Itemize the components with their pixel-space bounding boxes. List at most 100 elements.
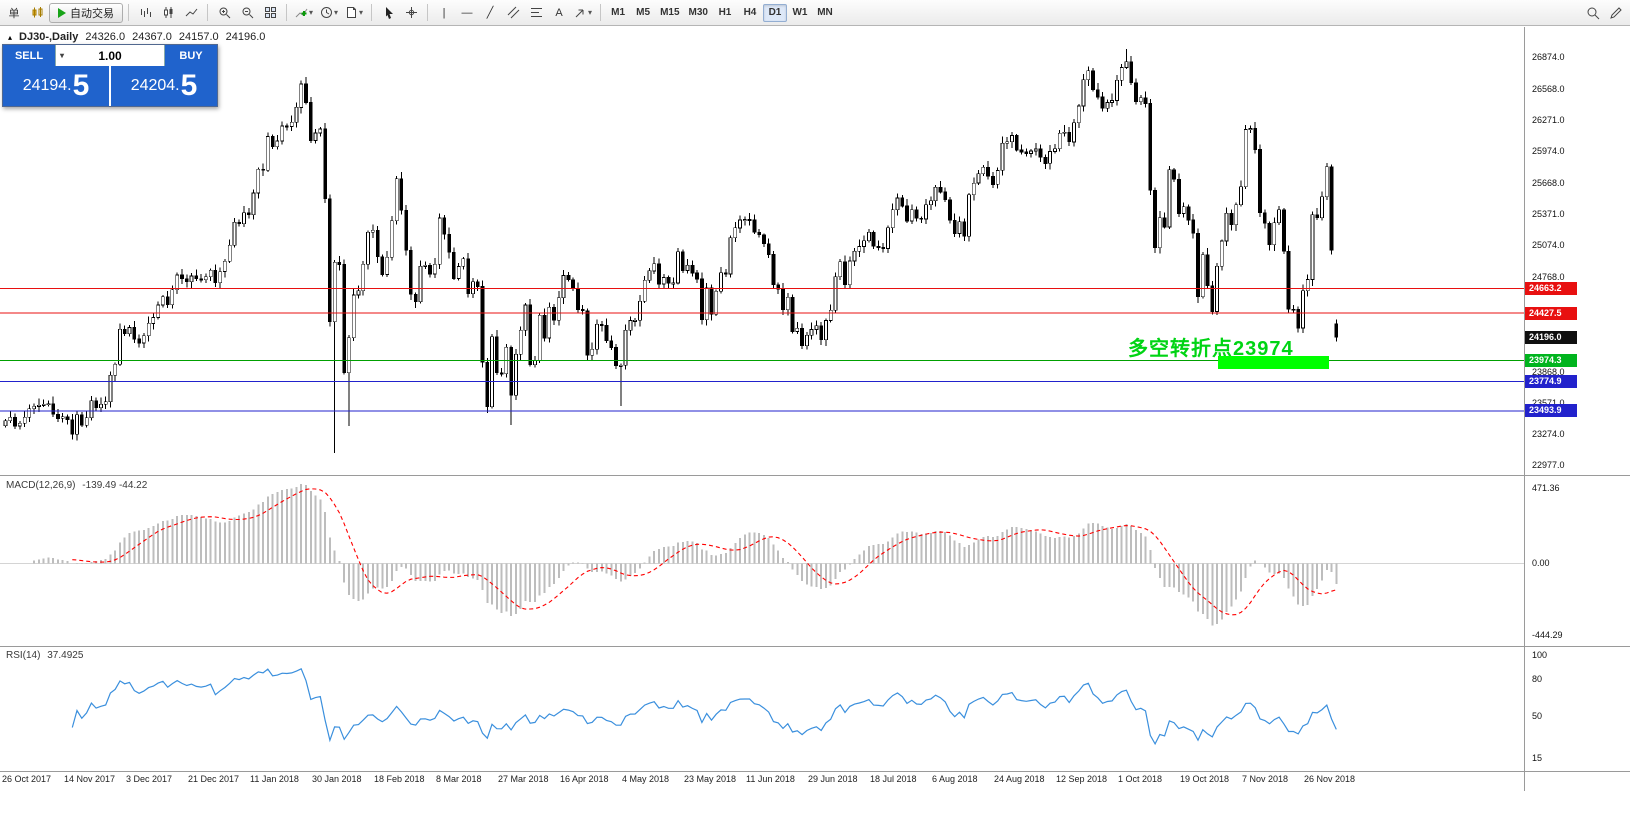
buy-price-button[interactable]: 24204. 5 <box>111 66 217 106</box>
tile-windows-button[interactable] <box>259 3 281 23</box>
candle-body <box>299 83 304 108</box>
horizontal-line-button[interactable]: — <box>456 3 478 23</box>
trendline-button[interactable]: ╱ <box>479 3 501 23</box>
volume-dropdown-icon[interactable]: ▾ <box>60 51 65 60</box>
candle-body <box>566 275 571 280</box>
candle-body <box>537 314 542 361</box>
chart-candles-button[interactable] <box>157 3 179 23</box>
candle-body <box>1320 196 1324 218</box>
candle-body <box>137 338 141 344</box>
cursor-button[interactable] <box>377 3 399 23</box>
templates-icon <box>347 7 357 18</box>
dropdown-caret-icon: ▾ <box>359 8 364 17</box>
x-axis-date: 30 Jan 2018 <box>312 774 362 784</box>
zoom-in-button[interactable] <box>213 3 235 23</box>
fibonacci-button[interactable] <box>525 3 547 23</box>
tab-timeframe-d1[interactable]: D1 <box>762 3 787 22</box>
candle-body <box>380 256 385 275</box>
candle-body <box>175 274 180 291</box>
macd-label: MACD(12,26,9) -139.49 -44.22 <box>6 480 147 491</box>
candle-body <box>995 170 1000 185</box>
zoom-out-button[interactable] <box>236 3 258 23</box>
buy-button[interactable]: BUY <box>165 45 217 66</box>
candle-body <box>556 297 561 321</box>
tab-timeframe-m15[interactable]: M15 <box>656 4 683 22</box>
candle-body <box>232 221 237 246</box>
candle-body <box>17 422 22 427</box>
compose-button[interactable] <box>1605 3 1627 23</box>
panel-divider[interactable] <box>0 771 1630 772</box>
dropdown-caret-icon: ▾ <box>334 8 339 17</box>
templates-button[interactable]: ▾ <box>342 3 366 23</box>
crosshair-button[interactable] <box>400 3 422 23</box>
toolbar-separator <box>371 4 373 21</box>
candle-body <box>475 281 480 287</box>
candle-body <box>561 275 566 299</box>
periods-button[interactable]: ▾ <box>317 3 341 23</box>
candle-body <box>189 275 194 283</box>
candle-body <box>409 249 413 295</box>
text-tool-button[interactable]: A <box>548 3 570 23</box>
chart-bars-button[interactable] <box>134 3 156 23</box>
candle-body <box>370 229 375 233</box>
candle-body <box>466 258 471 295</box>
tab-timeframe-m1[interactable]: M1 <box>606 4 630 22</box>
new-chart-button[interactable] <box>26 3 48 23</box>
candle-body <box>528 304 533 366</box>
panel-divider[interactable] <box>0 475 1630 476</box>
tab-timeframe-h4[interactable]: H4 <box>738 4 762 22</box>
candle-body <box>1148 103 1153 191</box>
rsi-panel-canvas[interactable] <box>0 647 1524 770</box>
text-tool-icon: A <box>555 6 563 19</box>
trend-annotation[interactable]: 多空转折点23974 <box>1128 338 1294 360</box>
new-order-button[interactable]: 单 <box>3 3 25 23</box>
candle-body <box>766 243 771 255</box>
vertical-line-button[interactable]: | <box>433 3 455 23</box>
ohlc-close: 24196.0 <box>225 31 266 43</box>
candle-body <box>900 197 905 207</box>
candle-body <box>404 209 409 251</box>
candle-body <box>456 266 461 279</box>
candle-body <box>432 263 437 275</box>
candle-body <box>742 219 747 222</box>
candle-body <box>156 304 160 318</box>
panel-divider[interactable] <box>0 646 1630 647</box>
candle-body <box>881 246 886 249</box>
candle-body <box>418 265 423 302</box>
search-button[interactable] <box>1582 3 1604 23</box>
price-chart-canvas[interactable] <box>0 27 1524 469</box>
tab-timeframe-m30[interactable]: M30 <box>685 4 712 22</box>
x-axis-date: 1 Oct 2018 <box>1118 774 1163 784</box>
rsi-name: RSI(14) <box>6 650 41 661</box>
candle-body <box>132 327 137 340</box>
autotrading-button[interactable]: 自动交易 <box>49 2 123 23</box>
channel-button[interactable] <box>502 3 524 23</box>
candle-body <box>552 306 556 321</box>
arrows-icon <box>575 9 584 18</box>
candle-body <box>680 251 685 271</box>
sell-price-button[interactable]: 24194. 5 <box>3 66 109 106</box>
candle-body <box>1072 122 1076 143</box>
x-axis-date: 7 Nov 2018 <box>1242 774 1289 784</box>
trend-annotation-highlight[interactable] <box>1218 356 1329 369</box>
candle-body <box>151 317 156 324</box>
candle-body <box>599 323 604 326</box>
volume-input[interactable]: ▾ 1.00 <box>55 45 165 66</box>
candle-body <box>99 403 103 408</box>
candle-body <box>242 212 246 224</box>
candle-body <box>1277 209 1281 224</box>
arrows-button[interactable]: ▾ <box>571 3 595 23</box>
candle-body <box>657 263 661 285</box>
tab-timeframe-h1[interactable]: H1 <box>713 4 737 22</box>
indicators-button[interactable]: ▾ <box>292 3 316 23</box>
chart-line-button[interactable] <box>180 3 202 23</box>
sell-button[interactable]: SELL <box>3 45 55 66</box>
tab-timeframe-m5[interactable]: M5 <box>631 4 655 22</box>
candle-body <box>862 240 866 247</box>
macd-axis-tick: 471.36 <box>1532 483 1560 493</box>
tab-timeframe-w1[interactable]: W1 <box>788 4 812 22</box>
candle-body <box>991 175 995 185</box>
tab-timeframe-mn[interactable]: MN <box>813 4 837 22</box>
macd-panel-canvas[interactable] <box>0 477 1524 645</box>
candle-body <box>762 234 766 245</box>
